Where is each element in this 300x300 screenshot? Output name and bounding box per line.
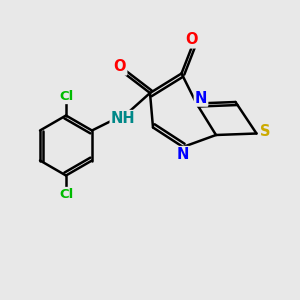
Text: O: O — [186, 32, 198, 47]
Text: S: S — [260, 124, 270, 140]
Text: Cl: Cl — [59, 90, 73, 103]
Text: O: O — [114, 59, 126, 74]
Text: N: N — [177, 147, 189, 162]
Text: N: N — [195, 91, 207, 106]
Text: NH: NH — [111, 111, 135, 126]
Text: Cl: Cl — [59, 188, 73, 201]
